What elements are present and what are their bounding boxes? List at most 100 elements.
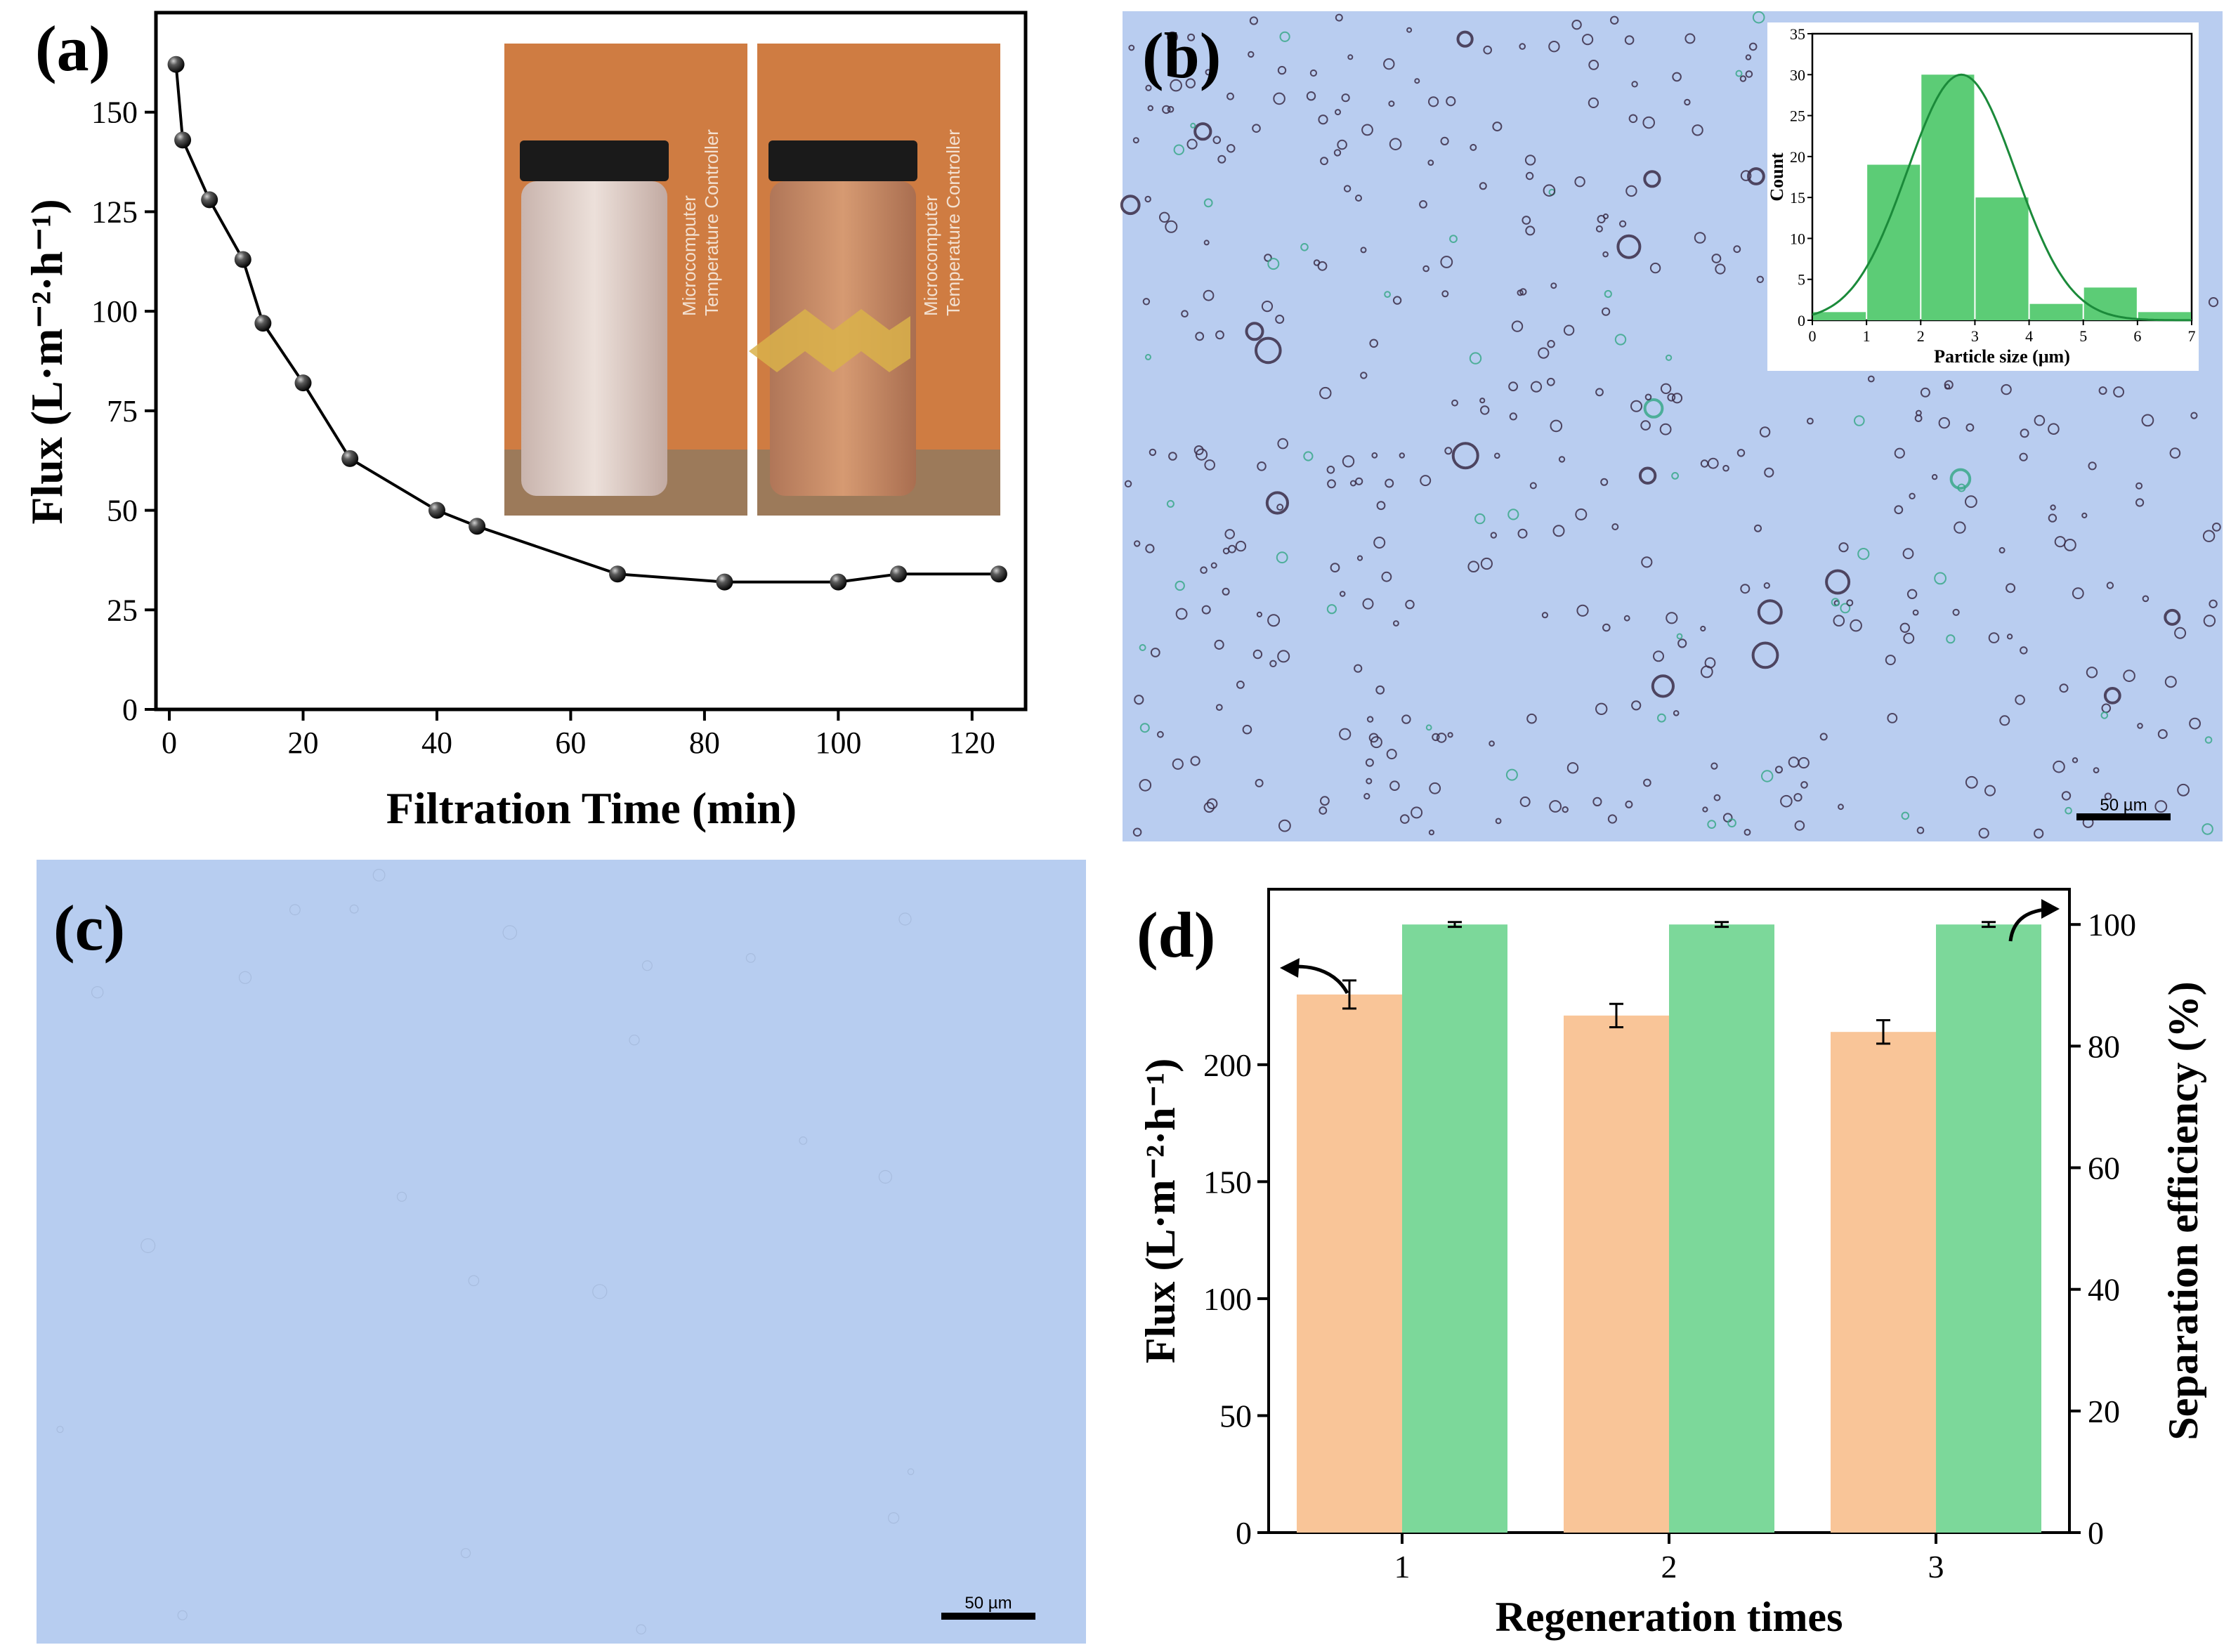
droplet bbox=[1825, 569, 1851, 595]
droplet bbox=[1429, 782, 1441, 794]
droplet bbox=[1193, 445, 1204, 455]
flux-bar bbox=[1564, 1015, 1669, 1533]
droplet bbox=[1747, 167, 1765, 185]
droplet bbox=[1480, 557, 1493, 570]
photo-left-label-line1: Microcomputer bbox=[679, 195, 700, 316]
droplet bbox=[1965, 495, 1977, 509]
droplet bbox=[1494, 452, 1500, 459]
droplet bbox=[1595, 225, 1603, 232]
plot-a-xtick-label: 20 bbox=[288, 726, 319, 760]
plot-a-ytick-label: 100 bbox=[91, 294, 138, 329]
droplet bbox=[878, 1169, 893, 1184]
droplet bbox=[1414, 78, 1420, 84]
droplet bbox=[2050, 504, 2056, 511]
droplet bbox=[1838, 804, 1844, 811]
droplet bbox=[1525, 225, 1536, 236]
droplet bbox=[1354, 664, 1363, 673]
droplet bbox=[1642, 116, 1655, 129]
droplet bbox=[1420, 475, 1432, 487]
droplet bbox=[1722, 464, 1729, 472]
droplet bbox=[1517, 289, 1524, 296]
plot-a-xtick-label: 0 bbox=[162, 726, 177, 760]
droplet bbox=[1946, 634, 1956, 644]
droplet bbox=[2020, 646, 2028, 655]
droplet bbox=[1355, 195, 1362, 202]
droplet bbox=[1631, 81, 1638, 88]
droplet bbox=[1775, 766, 1783, 774]
droplet bbox=[2106, 582, 2114, 589]
droplet bbox=[1563, 324, 1575, 336]
droplet bbox=[1187, 33, 1196, 41]
droplet bbox=[1405, 599, 1415, 610]
droplet bbox=[1611, 523, 1619, 530]
droplet bbox=[1326, 604, 1337, 615]
droplet bbox=[2164, 676, 2177, 688]
droplet bbox=[1306, 91, 1316, 101]
droplet bbox=[1447, 732, 1453, 738]
panel-d-letter: (d) bbox=[1137, 899, 1215, 971]
droplet bbox=[1170, 79, 1182, 92]
droplet bbox=[1277, 650, 1290, 663]
droplet bbox=[1277, 65, 1287, 75]
droplet bbox=[1519, 796, 1531, 807]
droplet bbox=[1210, 562, 1217, 569]
plot-a-ytick-label: 0 bbox=[122, 693, 138, 727]
droplet bbox=[1643, 398, 1664, 419]
droplet bbox=[1392, 296, 1402, 305]
droplet bbox=[1944, 383, 1951, 390]
droplet bbox=[1552, 525, 1565, 537]
droplet bbox=[1217, 155, 1226, 164]
droplet bbox=[1451, 399, 1458, 407]
droplet bbox=[1142, 298, 1151, 306]
droplet bbox=[1550, 282, 1557, 289]
scale-bar-c bbox=[941, 1613, 1035, 1620]
droplet bbox=[1604, 289, 1612, 299]
droplet bbox=[1614, 334, 1627, 346]
droplet bbox=[1399, 452, 1406, 459]
plot-a-point bbox=[254, 315, 272, 332]
panel-b-letter: (b) bbox=[1142, 20, 1221, 91]
droplet bbox=[2015, 695, 2025, 705]
droplet bbox=[2208, 297, 2219, 308]
droplet bbox=[1428, 96, 1439, 107]
droplet bbox=[1519, 43, 1526, 50]
droplet bbox=[1168, 452, 1177, 461]
droplet bbox=[2157, 729, 2168, 740]
droplet bbox=[1595, 388, 1604, 397]
droplet bbox=[1479, 398, 1486, 404]
droplet bbox=[1303, 451, 1314, 461]
droplet bbox=[1988, 632, 2000, 643]
droplet bbox=[1212, 136, 1222, 145]
droplet bbox=[1965, 775, 1978, 789]
droplet bbox=[1653, 650, 1664, 662]
histogram-ytick-label: 0 bbox=[1798, 312, 1805, 329]
droplet bbox=[1610, 15, 1619, 25]
droplet bbox=[1885, 655, 1896, 666]
droplet bbox=[2088, 461, 2097, 471]
droplet bbox=[1276, 504, 1284, 511]
panel-c-letter: (c) bbox=[53, 892, 125, 964]
droplet bbox=[1495, 818, 1502, 825]
droplet bbox=[1145, 84, 1152, 91]
droplet bbox=[1319, 386, 1332, 400]
droplet bbox=[1684, 33, 1696, 44]
scale-bar-b-label: 50 µm bbox=[2100, 796, 2147, 815]
droplet bbox=[745, 952, 756, 963]
plot-d-bars bbox=[1297, 921, 2041, 1533]
droplet bbox=[1356, 555, 1363, 561]
droplet bbox=[1519, 288, 1527, 296]
droplet bbox=[1376, 501, 1386, 511]
droplet bbox=[1756, 275, 1765, 283]
droplet bbox=[1273, 92, 1285, 105]
droplet bbox=[1132, 827, 1142, 837]
droplet bbox=[56, 1425, 64, 1434]
droplet bbox=[1366, 778, 1373, 785]
droplet bbox=[1483, 45, 1492, 55]
droplet bbox=[1145, 544, 1155, 553]
droplet bbox=[1543, 184, 1556, 197]
bottle-cap-left bbox=[520, 140, 669, 181]
photo-right-label-line2: Temperature Controller bbox=[943, 129, 964, 316]
droplet bbox=[1144, 195, 1151, 203]
histogram-ytick-label: 30 bbox=[1790, 66, 1805, 84]
droplet bbox=[1902, 548, 1914, 560]
